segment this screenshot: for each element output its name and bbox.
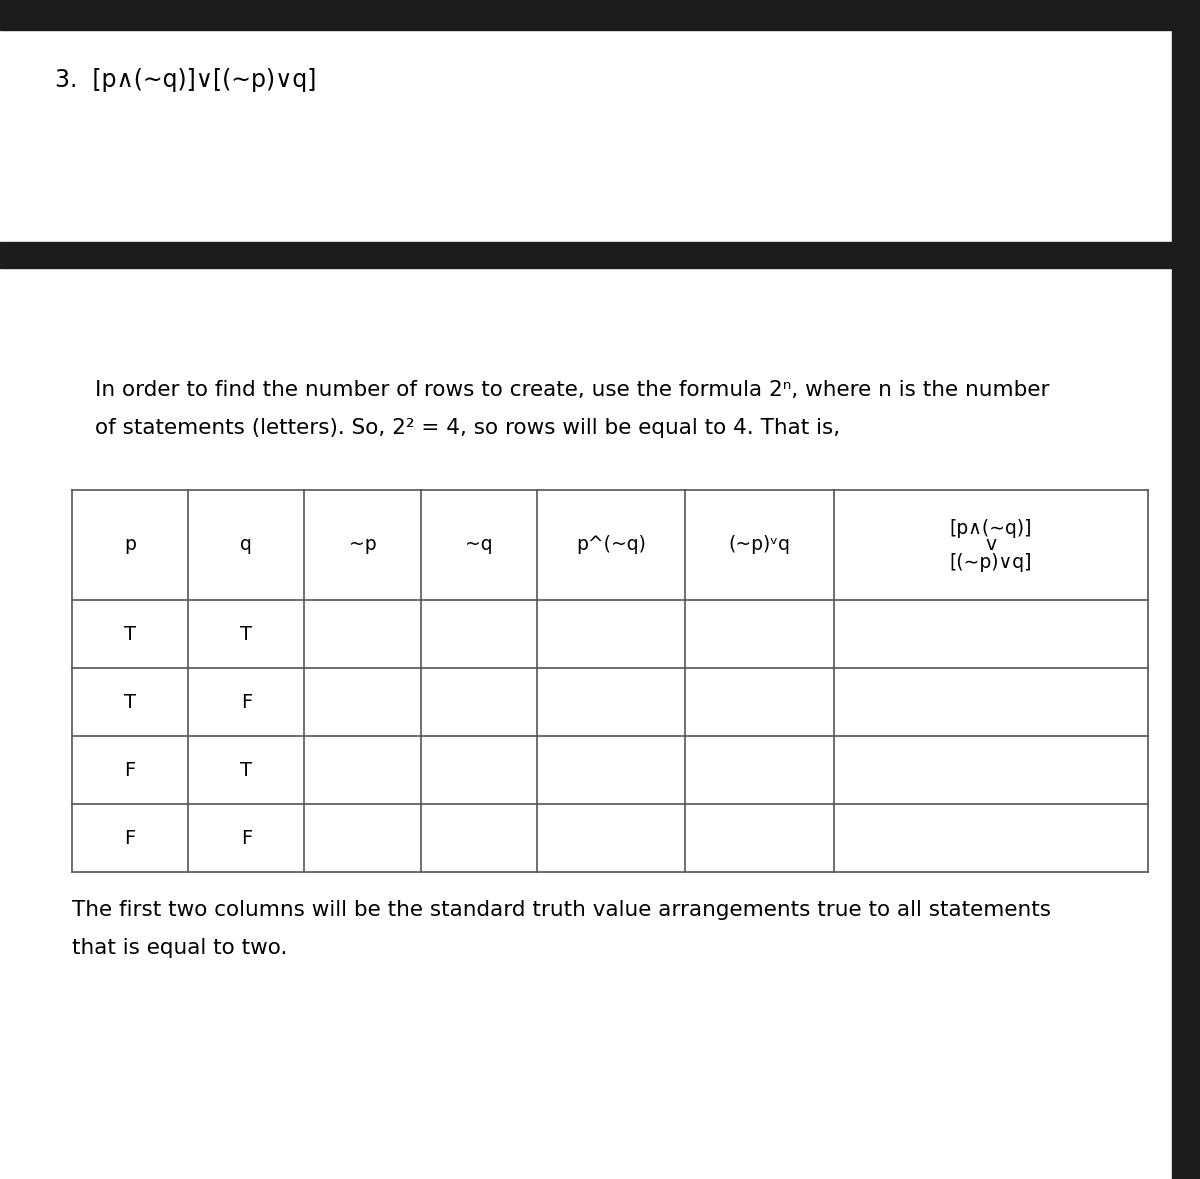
Bar — [1172, 0, 1200, 1179]
Text: F: F — [241, 692, 252, 711]
Text: p: p — [124, 535, 136, 554]
Text: v: v — [985, 535, 996, 554]
Text: (~p)ᵛq: (~p)ᵛq — [728, 535, 791, 554]
Text: 3.  [p∧(∼q)]∨[(∼p)∨q]: 3. [p∧(∼q)]∨[(∼p)∨q] — [55, 68, 317, 92]
Text: p^(~q): p^(~q) — [576, 535, 646, 554]
Text: T: T — [124, 625, 136, 644]
Text: that is equal to two.: that is equal to two. — [72, 938, 287, 959]
Bar — [0, 242, 1172, 268]
Text: In order to find the number of rows to create, use the formula 2ⁿ, where n is th: In order to find the number of rows to c… — [95, 380, 1050, 400]
Text: F: F — [125, 760, 136, 779]
Text: The first two columns will be the standard truth value arrangements true to all : The first two columns will be the standa… — [72, 900, 1051, 920]
Text: T: T — [240, 625, 252, 644]
Text: ~p: ~p — [349, 535, 377, 554]
Bar — [0, 0, 1200, 29]
Text: of statements (letters). So, 2² = 4, so rows will be equal to 4. That is,: of statements (letters). So, 2² = 4, so … — [95, 419, 840, 439]
Text: [(∼p)∨q]: [(∼p)∨q] — [949, 553, 1032, 572]
Text: q: q — [240, 535, 252, 554]
Text: T: T — [240, 760, 252, 779]
Text: F: F — [241, 829, 252, 848]
Text: T: T — [124, 692, 136, 711]
Text: ~q: ~q — [464, 535, 492, 554]
Text: F: F — [125, 829, 136, 848]
Text: [p∧(∼q)]: [p∧(∼q)] — [949, 519, 1032, 538]
